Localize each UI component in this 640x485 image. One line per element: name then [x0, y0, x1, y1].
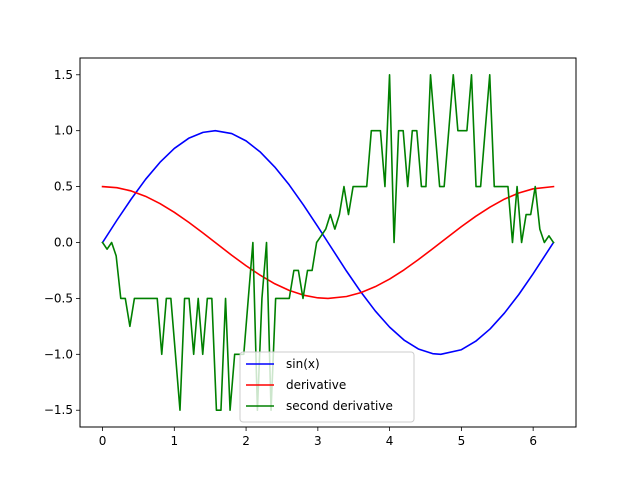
- x-axis: 0 1 2 3 4 5 6: [99, 427, 537, 448]
- x-tick-label: 3: [314, 434, 322, 448]
- series-line-3: [101, 73, 555, 412]
- y-tick-label: 0.5: [54, 180, 73, 194]
- y-tick-label: 1.0: [54, 124, 73, 138]
- x-tick-label: 1: [170, 434, 178, 448]
- x-tick-label: 6: [529, 434, 537, 448]
- legend-label: derivative: [286, 378, 346, 392]
- y-tick-label: 0.0: [54, 236, 73, 250]
- x-tick-label: 5: [458, 434, 466, 448]
- series-layer: [101, 73, 555, 412]
- legend-label: sin(x): [286, 357, 320, 371]
- y-tick-label: −1.5: [44, 403, 73, 417]
- legend: sin(x) derivative second derivative: [239, 351, 415, 423]
- series-line-2: [101, 185, 555, 300]
- x-tick-label: 4: [386, 434, 394, 448]
- x-tick-label: 2: [242, 434, 250, 448]
- y-tick-label: −1.0: [44, 347, 73, 361]
- x-tick-label: 0: [99, 434, 107, 448]
- y-tick-label: −0.5: [44, 291, 73, 305]
- legend-box: [239, 351, 415, 423]
- y-tick-label: 1.5: [54, 68, 73, 82]
- legend-label: second derivative: [286, 399, 393, 413]
- y-axis: −1.5 −1.0 −0.5 0.0 0.5 1.0 1.5: [44, 68, 80, 417]
